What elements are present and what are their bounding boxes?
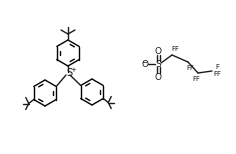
Text: −: − xyxy=(141,58,147,67)
Text: +: + xyxy=(71,67,76,73)
Text: S: S xyxy=(155,59,161,69)
Text: FF: FF xyxy=(192,76,200,82)
Text: FF: FF xyxy=(213,71,221,77)
Text: O: O xyxy=(142,59,148,69)
Text: FF: FF xyxy=(186,65,194,71)
Text: S: S xyxy=(66,68,72,78)
Text: O: O xyxy=(155,73,161,81)
Text: FF: FF xyxy=(171,46,179,52)
Text: O: O xyxy=(155,47,161,55)
Text: F: F xyxy=(215,64,219,70)
